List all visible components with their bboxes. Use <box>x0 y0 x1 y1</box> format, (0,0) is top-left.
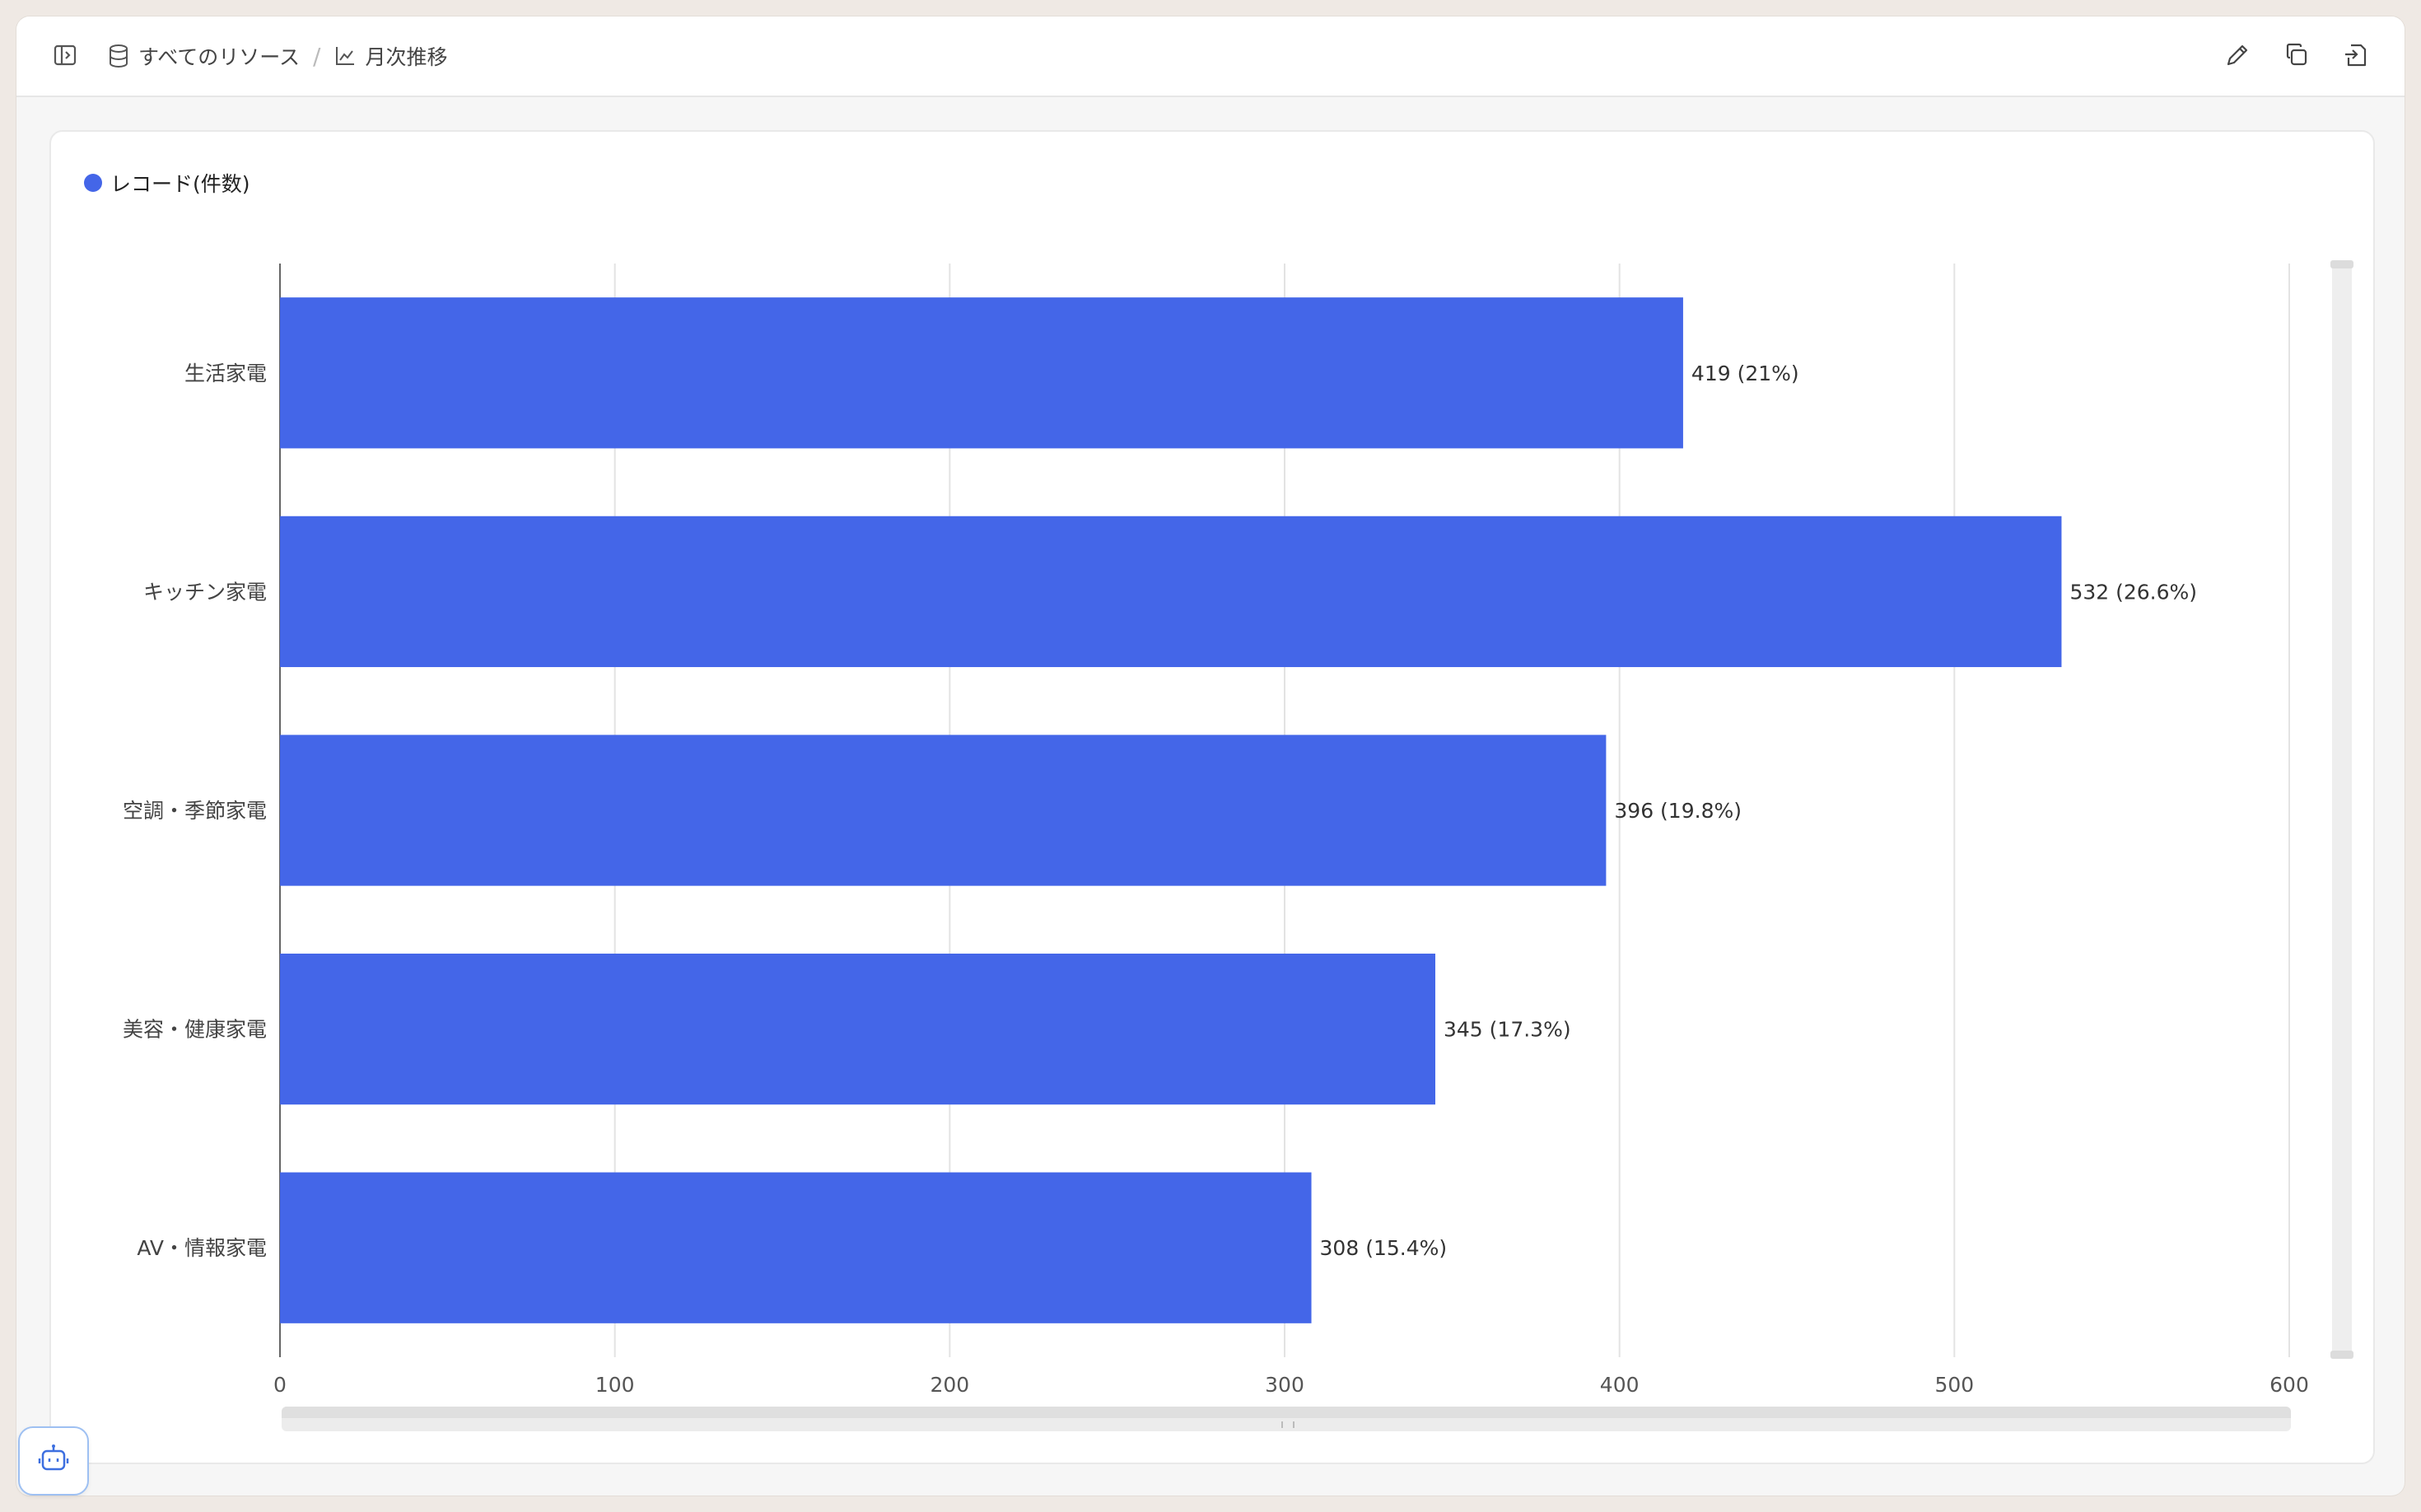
bar-data-label: 308 (15.4%) <box>1320 1236 1448 1260</box>
breadcrumb-current-label: 月次推移 <box>365 45 448 69</box>
duplicate-button[interactable] <box>2279 40 2314 74</box>
bar[interactable] <box>280 516 2062 668</box>
app-window: すべてのリソース / 月次推移 <box>16 16 2405 1496</box>
bar[interactable] <box>280 953 1435 1105</box>
vertical-zoom-slider[interactable] <box>2332 264 2352 1356</box>
bar-chart: 0 100 200 300 400 500 600 生活家電 419 (21%) キッチン家電 53… <box>123 264 2309 1397</box>
bar[interactable] <box>280 735 1607 886</box>
x-tick-label: 100 <box>595 1373 635 1397</box>
y-category-label: 空調・季節家電 <box>123 799 267 823</box>
y-category-label: 美容・健康家電 <box>123 1018 267 1042</box>
x-tick-label: 500 <box>1934 1373 1974 1397</box>
robot-icon <box>37 1443 70 1479</box>
edit-button[interactable] <box>2220 40 2255 74</box>
breadcrumb-separator: / <box>313 42 321 70</box>
bar[interactable] <box>280 297 1683 449</box>
x-tick-label: 200 <box>930 1373 969 1397</box>
bar-data-label: 396 (19.8%) <box>1614 799 1742 823</box>
horizontal-zoom-bar <box>282 1407 2291 1418</box>
sidebar-toggle-icon <box>53 43 77 71</box>
export-button[interactable] <box>2339 40 2373 74</box>
bar-data-label: 419 (21%) <box>1691 362 1799 385</box>
x-tick-label: 400 <box>1600 1373 1640 1397</box>
breadcrumb-root-label: すべてのリソース <box>138 45 301 69</box>
legend-swatch <box>84 174 102 192</box>
chart-card: レコード(件数) 0 100 200 300 400 500 600 生活家電 419 (21%… <box>49 130 2375 1464</box>
breadcrumb-root[interactable]: すべてのリソース <box>107 41 300 71</box>
bar-data-label: 532 (26.6%) <box>2069 580 2197 604</box>
x-tick-label: 0 <box>273 1373 287 1397</box>
breadcrumb-current: 月次推移 <box>334 41 447 71</box>
bar-data-label: 345 (17.3%) <box>1444 1018 1571 1042</box>
horizontal-zoom-grip[interactable] <box>1281 1421 1294 1428</box>
legend-label: レコード(件数) <box>110 172 250 196</box>
bar[interactable] <box>280 1172 1312 1323</box>
copy-icon <box>2283 41 2311 72</box>
vertical-zoom-handle-top[interactable] <box>2330 260 2353 268</box>
database-icon <box>107 44 130 68</box>
y-category-label: AV・情報家電 <box>137 1236 267 1260</box>
assistant-button[interactable] <box>18 1426 89 1496</box>
vertical-zoom-handle-bottom[interactable] <box>2330 1351 2353 1359</box>
legend-item[interactable]: レコード(件数) <box>84 168 250 198</box>
breadcrumb: すべてのリソース / 月次推移 <box>107 41 447 71</box>
line-chart-icon <box>334 44 357 68</box>
top-bar: すべてのリソース / 月次推移 <box>16 16 2405 97</box>
x-tick-label: 300 <box>1265 1373 1304 1397</box>
x-tick-label: 600 <box>2269 1373 2309 1397</box>
y-category-label: キッチン家電 <box>143 580 267 604</box>
sidebar-toggle-button[interactable] <box>53 43 77 71</box>
export-icon <box>2342 41 2370 72</box>
y-category-label: 生活家電 <box>184 362 267 385</box>
pencil-icon <box>2223 41 2251 72</box>
